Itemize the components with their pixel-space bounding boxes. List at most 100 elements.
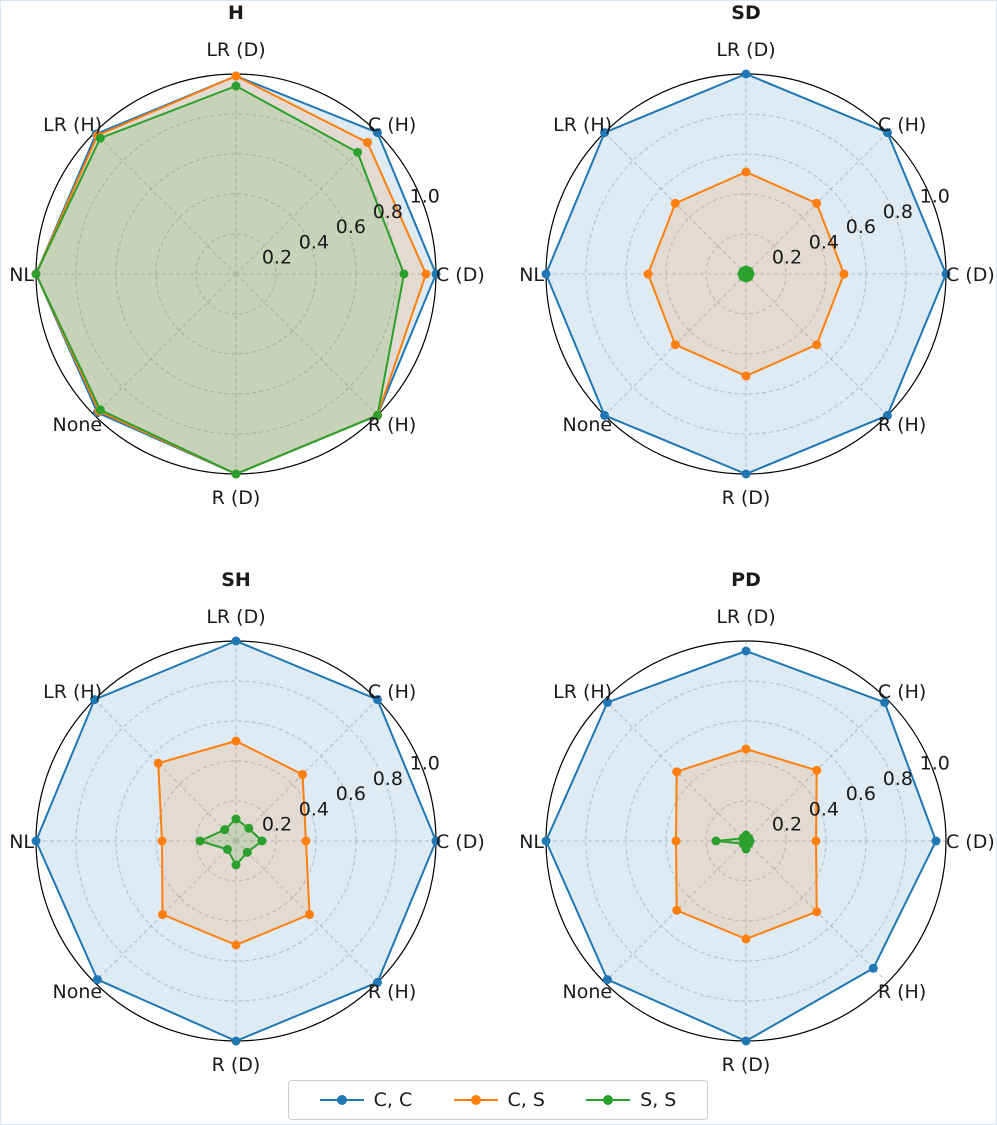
radar-subplot-h: H 0.2 0.4 0.6 0.8 1.0 C (D) C (H) LR (D) LR (H) NL… [9, 2, 485, 509]
legend-item-c-s: C, S [453, 1089, 545, 1111]
legend-label: C, C [373, 1089, 413, 1111]
radial-tick-label: 0.4 [299, 798, 329, 820]
data-point [231, 940, 241, 950]
data-point [301, 836, 311, 846]
data-point [244, 823, 254, 833]
radial-tick-label: 0.8 [373, 201, 403, 223]
data-point [672, 905, 682, 915]
category-label-r-d: R (D) [212, 1054, 261, 1076]
data-point [153, 758, 163, 768]
grid-spoke [235, 132, 378, 275]
radial-tick-label: 1.0 [920, 752, 950, 774]
legend-swatch-s-s [586, 1093, 631, 1107]
radar-subplot-sd: SD 0.2 0.4 0.6 0.8 1.0 C (D) C (H) LR (D) LR (H) N… [519, 2, 995, 509]
category-label-r-h: R (H) [878, 414, 926, 436]
data-point [741, 167, 751, 177]
data-point [880, 697, 890, 707]
grid-ring [585, 113, 907, 435]
category-label-c-d: C (D) [436, 831, 485, 853]
series-fill-c-s [36, 76, 426, 474]
data-point [868, 963, 878, 973]
data-point [541, 269, 551, 279]
category-label-r-d: R (D) [722, 487, 771, 509]
radial-tick-label: 0.6 [846, 783, 876, 805]
category-label-nl: NL [519, 831, 544, 853]
data-point [600, 410, 610, 420]
data-point [363, 137, 373, 147]
data-point [812, 765, 822, 775]
data-point [95, 133, 105, 143]
data-point [231, 736, 241, 746]
data-point [741, 371, 751, 381]
data-point [421, 269, 431, 279]
data-point [744, 839, 754, 849]
data-point [231, 636, 241, 646]
data-point [741, 934, 751, 944]
data-point [372, 695, 382, 705]
data-point [741, 69, 751, 79]
category-label-r-d: R (D) [722, 1054, 771, 1076]
data-point [31, 269, 41, 279]
grid-spoke [94, 699, 237, 842]
category-label-c-h: C (H) [368, 681, 416, 703]
data-point [839, 269, 849, 279]
data-point [744, 272, 754, 282]
category-label-r-h: R (H) [368, 981, 416, 1003]
data-point [157, 910, 167, 920]
grid-spoke [94, 132, 237, 275]
subplot-title: PD [731, 569, 761, 591]
radial-tick-label: 0.4 [809, 231, 839, 253]
category-label-nl: NL [519, 264, 544, 286]
data-point [882, 128, 892, 138]
data-point [305, 910, 315, 920]
legend-item-c-c: C, C [319, 1089, 413, 1111]
grid-spoke [94, 273, 237, 416]
category-label-r-d: R (D) [212, 487, 261, 509]
radial-tick-label: 1.0 [410, 185, 440, 207]
category-label-c-h: C (H) [368, 114, 416, 136]
data-point [95, 405, 105, 415]
category-label-r-h: R (H) [878, 981, 926, 1003]
data-point [671, 836, 681, 846]
grid-ring [75, 680, 397, 1002]
category-label-lr-h: LR (H) [43, 114, 102, 136]
category-label-lr-d: LR (D) [206, 39, 265, 61]
category-label-none: None [563, 414, 613, 436]
category-label-nl: NL [9, 264, 34, 286]
category-label-c-h: C (H) [878, 114, 926, 136]
data-point [257, 836, 267, 846]
radial-tick-label: 0.4 [299, 231, 329, 253]
data-point [231, 814, 241, 824]
category-label-lr-h: LR (H) [553, 114, 612, 136]
data-point [431, 836, 441, 846]
data-point [399, 269, 409, 279]
data-point [812, 340, 822, 350]
data-point [643, 269, 653, 279]
grid-ring [195, 233, 277, 315]
data-point [670, 198, 680, 208]
radial-tick-label: 1.0 [410, 752, 440, 774]
data-point [231, 71, 241, 81]
radial-tick-label: 0.8 [373, 768, 403, 790]
legend-label: C, S [507, 1089, 545, 1111]
data-point [741, 469, 751, 479]
radial-tick-label: 0.2 [772, 814, 802, 836]
data-point [231, 1036, 241, 1046]
grid-ring [705, 800, 787, 882]
grid-ring [705, 233, 787, 315]
radial-tick-label: 0.8 [883, 201, 913, 223]
data-point [812, 907, 822, 917]
data-point [220, 825, 230, 835]
data-point [812, 198, 822, 208]
legend-item-s-s: S, S [586, 1089, 676, 1111]
data-point [31, 836, 41, 846]
radial-tick-label: 0.4 [809, 798, 839, 820]
grid-spoke [235, 273, 378, 416]
grid-spoke [235, 699, 378, 842]
category-label-c-d: C (D) [946, 264, 995, 286]
data-point [711, 836, 721, 846]
data-point [672, 767, 682, 777]
data-point [602, 975, 612, 985]
data-point [372, 128, 382, 138]
